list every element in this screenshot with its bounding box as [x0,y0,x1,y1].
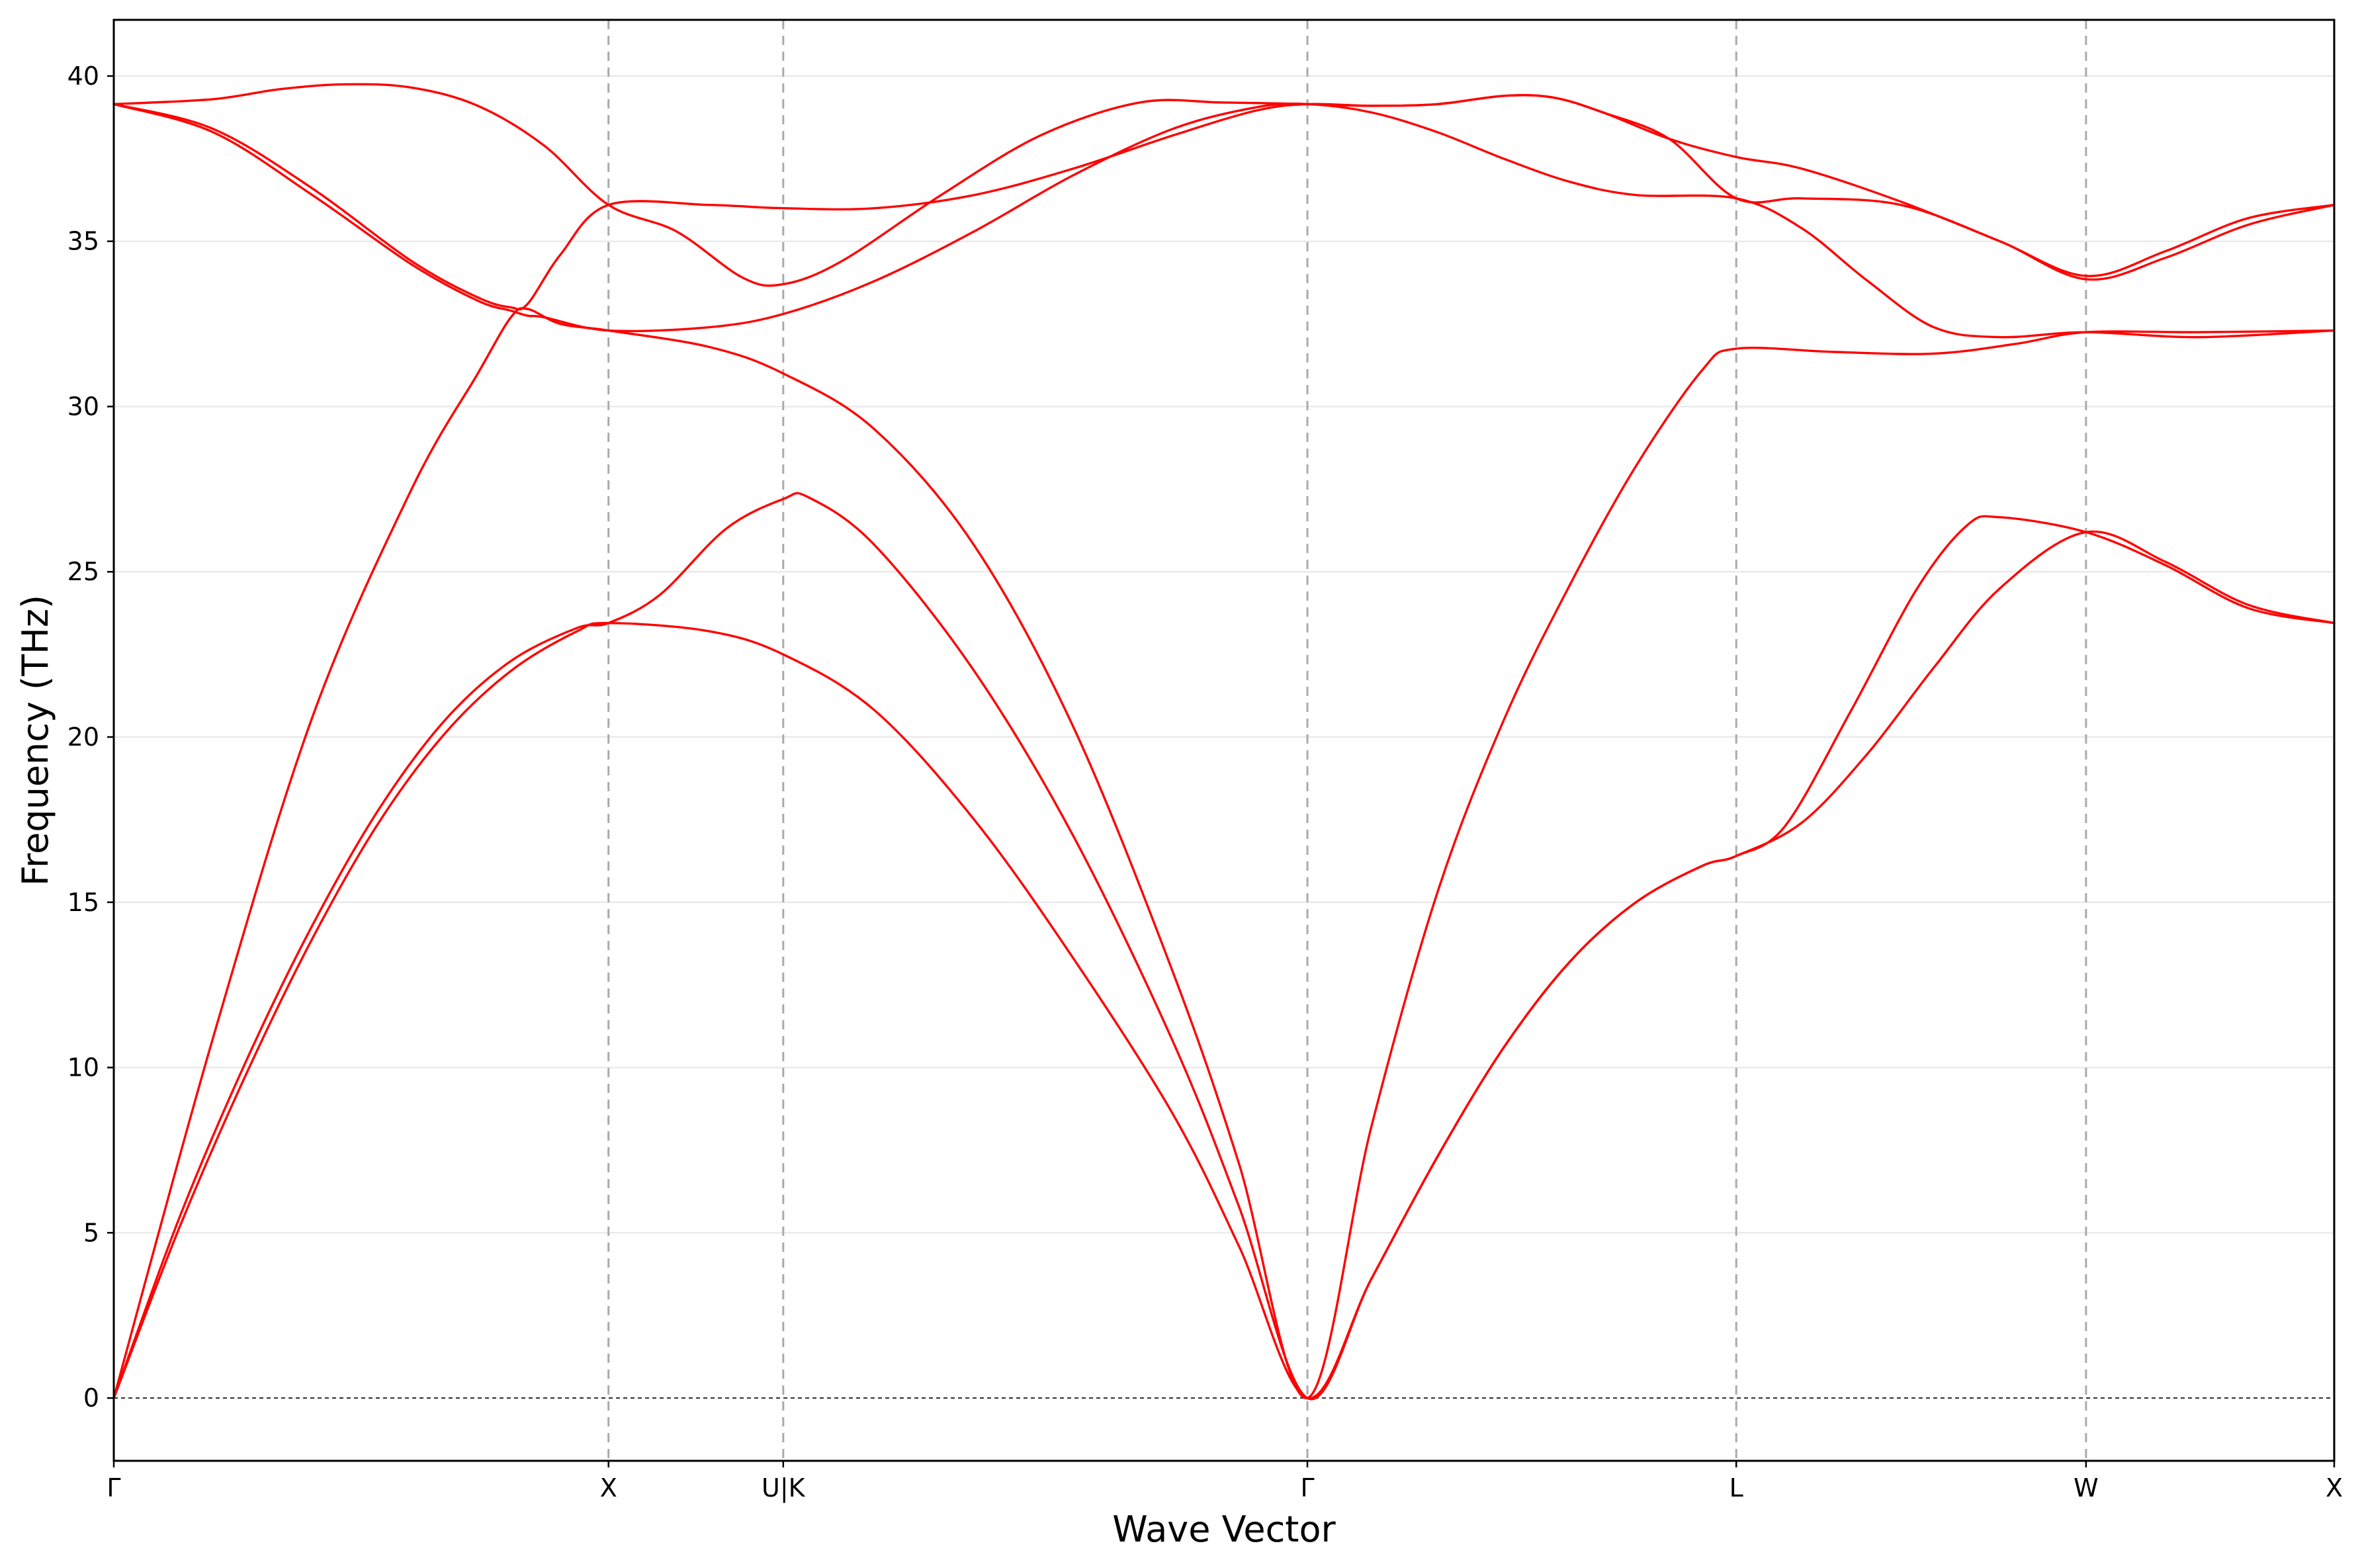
y-tick-label-8: 40 [67,62,99,91]
y-tick-label-0: 0 [83,1383,99,1413]
band-line-2 [112,492,2336,1401]
y-axis-ticks: 0 5 10 15 20 25 30 35 40 [67,62,114,1413]
band-line-4 [112,103,2336,339]
x-tick-label-6: X [2326,1473,2343,1503]
x-tick-label-3: Γ [1300,1473,1314,1503]
x-tick-label-1: X [600,1473,617,1503]
y-tick-label-6: 30 [67,392,99,421]
band-line-6 [112,83,2336,287]
plot-frame [112,19,2336,1462]
band-line-1 [112,530,2336,1399]
y-tick-label-5: 25 [67,557,99,586]
grid-layer [114,75,2334,1234]
y-axis-title: Frequency (THz) [15,595,56,886]
y-tick-label-4: 20 [67,722,99,752]
y-tick-label-3: 15 [67,888,99,917]
x-axis-ticks: Γ X U|K Γ L W X [107,1461,2343,1503]
high-symmetry-lines [607,20,2087,1461]
x-tick-label-4: L [1729,1473,1743,1503]
x-tick-label-5: W [2074,1473,2099,1503]
band-lines [112,83,2336,1401]
y-tick-label-2: 10 [67,1053,99,1082]
y-tick-label-7: 35 [67,227,99,256]
band-line-3 [112,307,2336,1399]
x-axis-title: Wave Vector [1112,1508,1336,1550]
x-tick-label-2: U|K [762,1473,806,1503]
x-tick-label-0: Γ [107,1473,120,1503]
y-tick-label-1: 5 [83,1218,99,1247]
band-line-5 [112,94,2336,311]
